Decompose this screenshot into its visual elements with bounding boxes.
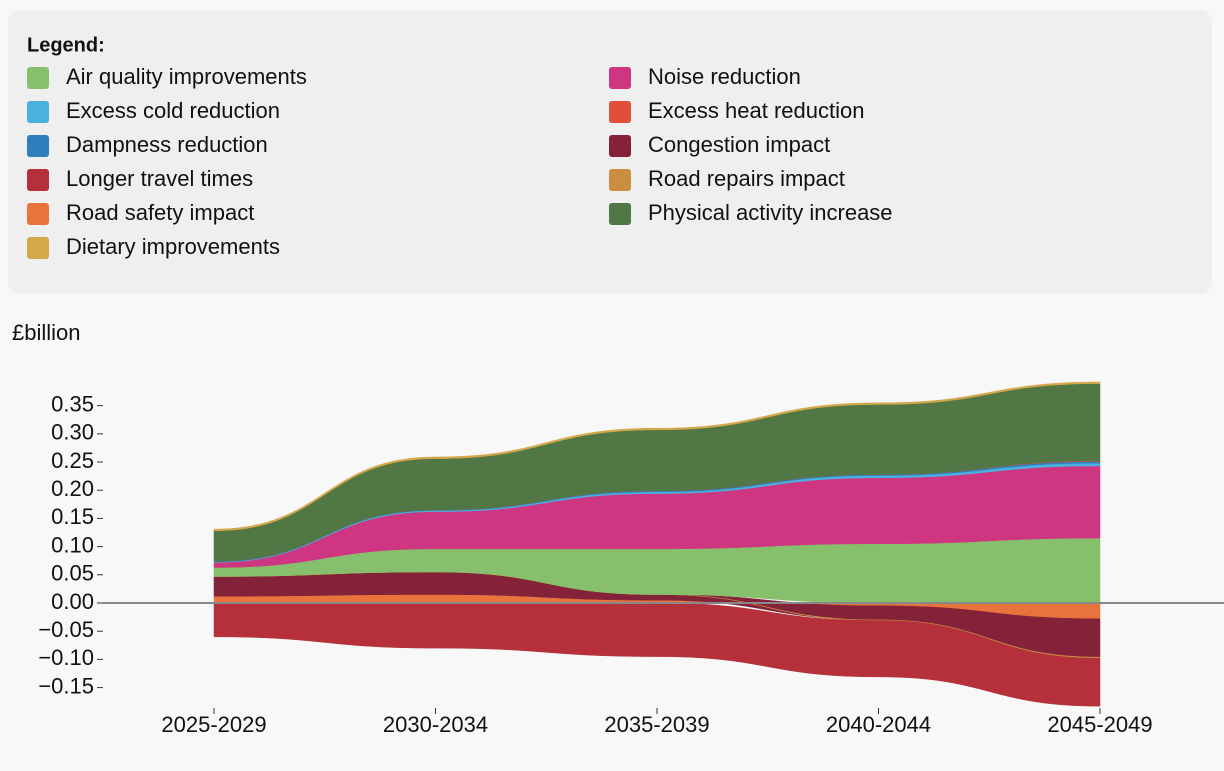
y-tick-label: 0.35 (51, 391, 94, 416)
x-tick-label: 2025-2029 (161, 712, 266, 737)
legend-swatch (27, 67, 49, 89)
legend-label: Road safety impact (66, 200, 254, 225)
legend-label: Excess cold reduction (66, 98, 280, 123)
y-tick-label: 0.30 (51, 420, 94, 445)
legend-swatch (609, 67, 631, 89)
legend-swatch (609, 135, 631, 157)
y-tick-label: 0.25 (51, 448, 94, 473)
legend-label: Congestion impact (648, 132, 830, 157)
x-tick-label: 2030-2034 (383, 712, 488, 737)
y-tick-label: 0.10 (51, 532, 94, 557)
area (213, 381, 1101, 532)
legend-swatch (27, 237, 49, 259)
legend-label: Air quality improvements (66, 64, 307, 89)
x-tick-label: 2040-2044 (826, 712, 931, 737)
y-tick-label: −0.10 (38, 645, 94, 670)
legend-label: Dietary improvements (66, 234, 280, 259)
legend-label: Physical activity increase (648, 200, 893, 225)
x-tick-label: 2045-2049 (1047, 712, 1152, 737)
y-axis-label: £billion (12, 320, 81, 345)
legend-label: Excess heat reduction (648, 98, 864, 123)
legend-swatch (27, 169, 49, 191)
legend-swatch (609, 101, 631, 123)
legend-swatch (609, 203, 631, 225)
legend-swatch (27, 203, 49, 225)
x-tick-label: 2035-2039 (604, 712, 709, 737)
legend-label: Dampness reduction (66, 132, 268, 157)
legend-label: Road repairs impact (648, 166, 845, 191)
legend-swatch (27, 135, 49, 157)
y-tick-label: 0.05 (51, 561, 94, 586)
legend-label: Noise reduction (648, 64, 801, 89)
legend-label: Longer travel times (66, 166, 253, 191)
legend-swatch (609, 169, 631, 191)
y-tick-label: 0.20 (51, 476, 94, 501)
y-tick-label: 0.15 (51, 504, 94, 529)
y-tick-label: 0.00 (51, 589, 94, 614)
y-tick-label: −0.05 (38, 617, 94, 642)
legend-title: Legend: (27, 34, 105, 56)
legend-swatch (27, 101, 49, 123)
y-tick-label: −0.15 (38, 673, 94, 698)
